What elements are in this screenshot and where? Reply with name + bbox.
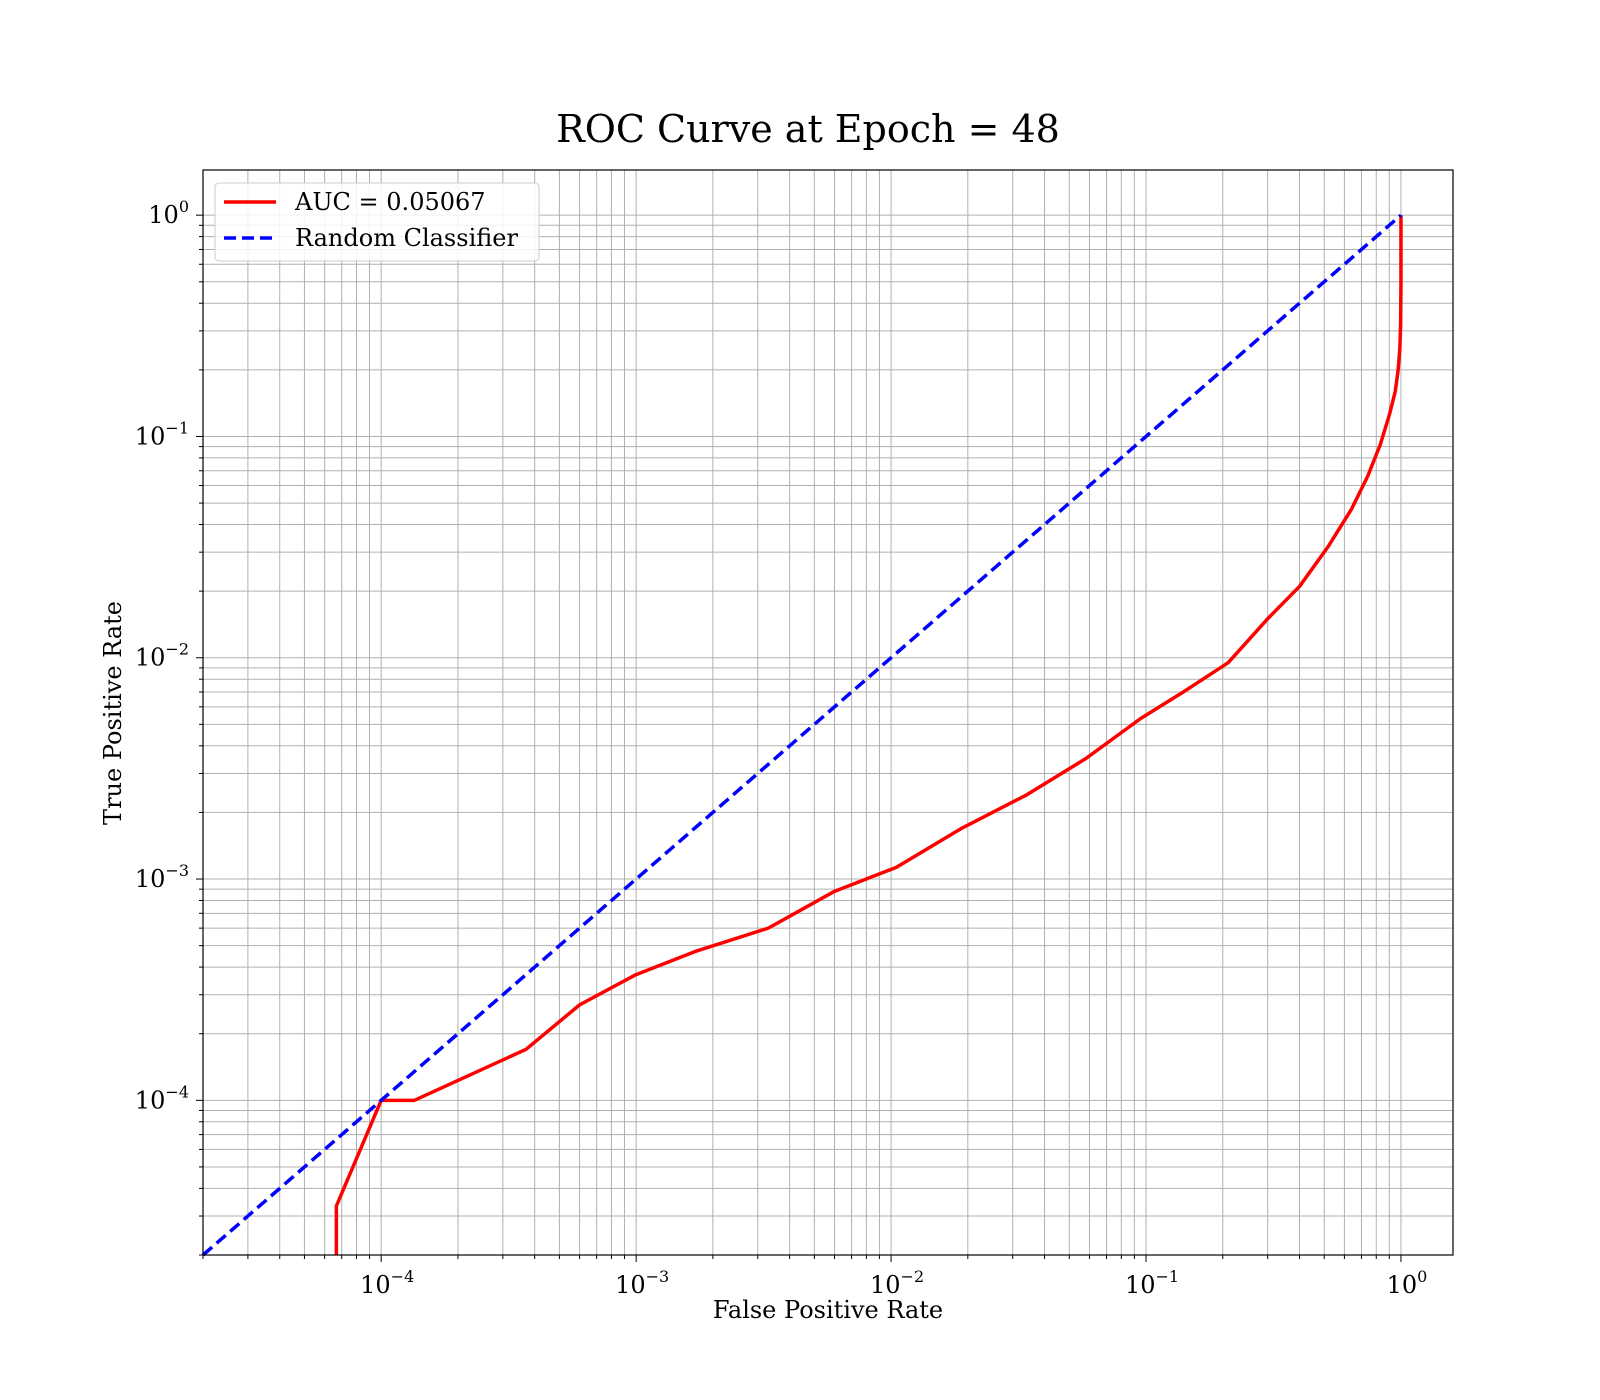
y-tick-label: 10−4 xyxy=(135,1082,189,1114)
legend-box xyxy=(214,182,540,262)
chart-title: ROC Curve at Epoch = 48 xyxy=(556,107,1060,151)
series-layer xyxy=(201,213,1403,1257)
roc-curve-line xyxy=(334,215,1403,1255)
x-tick-label: 10−2 xyxy=(870,1267,924,1299)
ticks: 10−4 10−3 10−2 10−1 100 10−4 10−3 10−2 10−1 100 xyxy=(135,197,1427,1299)
x-tick-label: 10−4 xyxy=(360,1267,414,1299)
y-tick-label: 10−3 xyxy=(135,861,189,893)
legend-label-random: Random Classifier xyxy=(295,224,518,252)
x-axis-label: False Positive Rate xyxy=(713,1296,943,1324)
x-tick-label: 10−1 xyxy=(1125,1267,1179,1299)
y-tick-label: 10−1 xyxy=(135,418,189,450)
random-classifier-line xyxy=(201,213,1403,1257)
x-tick-label: 100 xyxy=(1387,1267,1428,1299)
legend: AUC = 0.05067 Random Classifier xyxy=(214,182,540,262)
legend-label-auc: AUC = 0.05067 xyxy=(294,188,486,216)
y-tick-label: 10−2 xyxy=(135,640,189,672)
x-tick-label: 10−3 xyxy=(615,1267,669,1299)
grid xyxy=(202,170,1453,1256)
y-axis-label: True Positive Rate xyxy=(99,601,127,825)
plot-frame xyxy=(202,169,1454,1256)
y-tick-label: 100 xyxy=(148,197,189,229)
